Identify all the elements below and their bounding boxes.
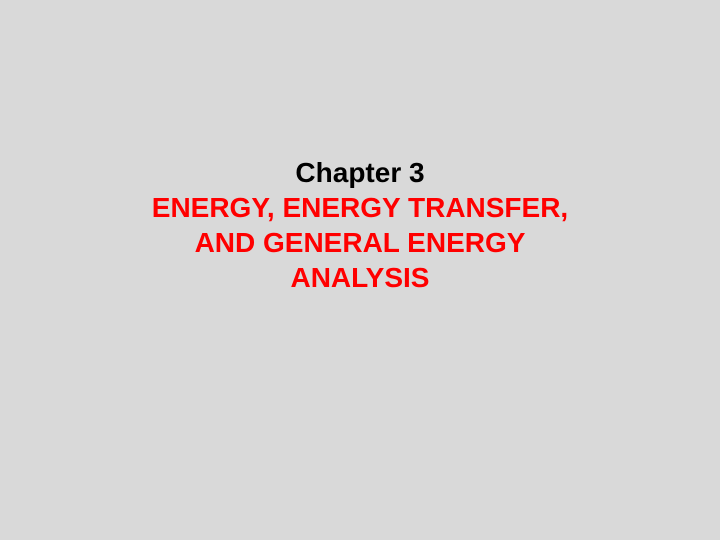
chapter-title-line-1: ENERGY, ENERGY TRANSFER, — [100, 190, 620, 225]
chapter-title-line-3: ANALYSIS — [100, 260, 620, 295]
slide-container: Chapter 3 ENERGY, ENERGY TRANSFER, AND G… — [0, 0, 720, 540]
chapter-label: Chapter 3 — [100, 155, 620, 190]
chapter-title-line-2: AND GENERAL ENERGY — [100, 225, 620, 260]
